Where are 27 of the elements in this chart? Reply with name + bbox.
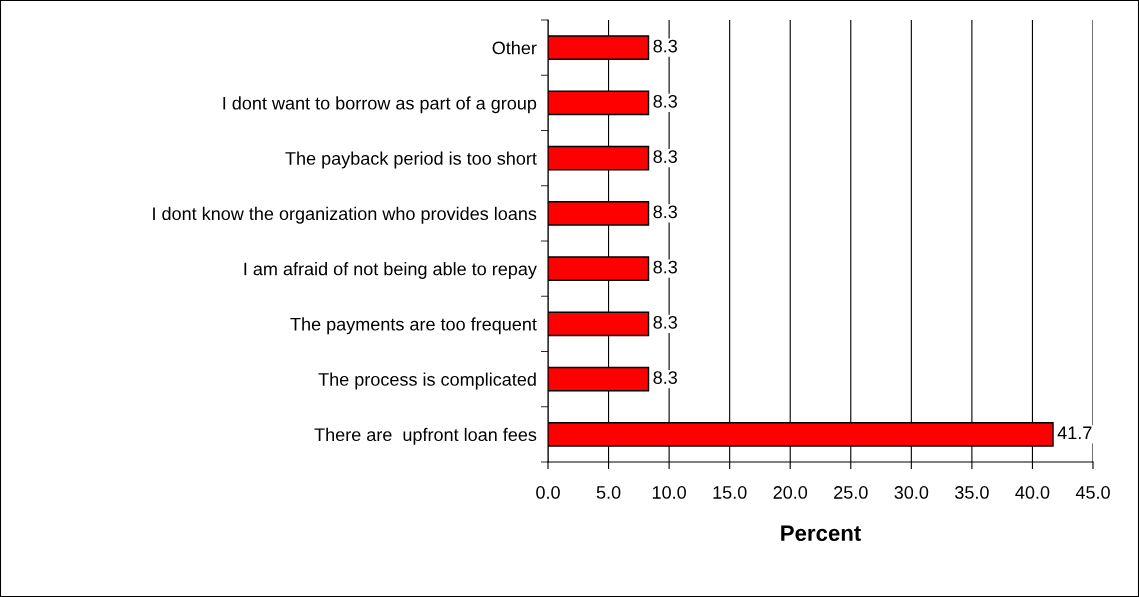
x-tick-label: 35.0: [955, 486, 989, 499]
data-label: 8.3: [653, 371, 677, 384]
x-tick-label: 30.0: [894, 486, 929, 499]
y-tick-label: I am afraid of not being able to repay: [244, 262, 537, 279]
data-label: 8.3: [653, 94, 677, 108]
x-tick-label: 45.0: [1075, 486, 1110, 499]
y-tick-label: Other: [492, 41, 537, 55]
x-axis-title: Percent: [781, 525, 861, 541]
x-tick-label: 20.0: [773, 486, 808, 499]
data-label: 8.3: [653, 205, 677, 219]
y-tick-label: The process is complicated: [318, 372, 536, 390]
y-tick-label: The payback period is too short: [285, 151, 537, 169]
data-label: 8.3: [653, 39, 677, 53]
data-label: 8.3: [653, 260, 677, 274]
data-label: 41.7: [1057, 426, 1092, 440]
x-tick-label: 10.0: [652, 486, 686, 499]
y-tick-label: The payments are too frequent: [290, 317, 537, 335]
y-tick-label: There are upfront loan fees: [314, 427, 537, 445]
x-tick-label: 5.0: [596, 486, 621, 499]
x-tick-label: 40.0: [1015, 486, 1050, 499]
x-tick-label: 25.0: [834, 486, 868, 499]
y-tick-label: I dont want to borrow as part of a group: [223, 96, 537, 114]
data-label: 8.3: [653, 150, 677, 163]
x-tick-label: 0.0: [536, 486, 560, 499]
data-label: 8.3: [653, 315, 677, 329]
x-tick-label: 15.0: [713, 486, 747, 499]
y-tick-label: I dont know the organization who provides loans: [153, 206, 537, 224]
